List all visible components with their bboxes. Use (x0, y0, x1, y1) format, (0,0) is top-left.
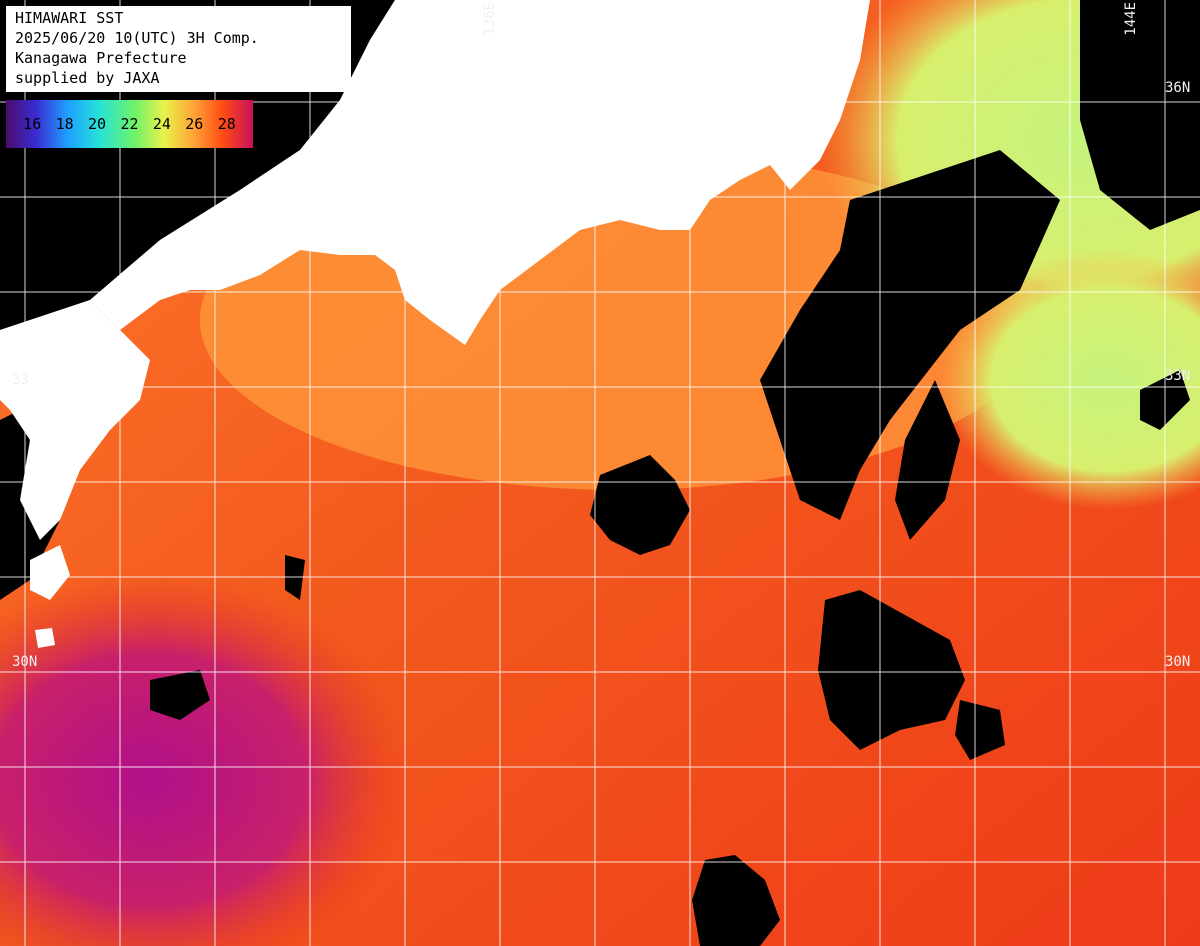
provider-org: Kanagawa Prefecture (15, 49, 187, 67)
lon-label-144e: 144E (1123, 2, 1139, 36)
lat-label-33n-right: 33N (1165, 368, 1191, 384)
observation-time: 2025/06/20 10(UTC) 3H Comp. (15, 29, 259, 47)
legend-tick: 24 (152, 115, 171, 133)
hot-water-southwest (0, 570, 410, 946)
kyushu-south-land (30, 545, 70, 600)
lat-label-36n: 36N (1165, 80, 1191, 96)
legend-tick: 22 (120, 115, 139, 133)
lat-label-33-left: 33 (12, 372, 29, 388)
lat-label-30n-left: 30N (12, 654, 38, 670)
data-source: supplied by JAXA (15, 69, 160, 87)
legend-tick: 26 (185, 115, 204, 133)
honshu-land (90, 0, 870, 345)
lat-label-30n-right: 30N (1165, 654, 1191, 670)
legend-tick: 16 (23, 115, 42, 133)
landmass (0, 0, 870, 648)
info-box: HIMAWARI SST 2025/06/20 10(UTC) 3H Comp.… (6, 6, 351, 92)
kyushu-land (0, 300, 150, 540)
tanegashima-land (35, 628, 55, 648)
legend-tick: 18 (55, 115, 74, 133)
lon-label-136e: 136E (482, 2, 498, 36)
legend-tick: 28 (217, 115, 236, 133)
product-title: HIMAWARI SST (15, 9, 124, 27)
temperature-legend: 16 18 20 22 24 26 28 (6, 100, 253, 148)
legend-tick: 20 (88, 115, 107, 133)
